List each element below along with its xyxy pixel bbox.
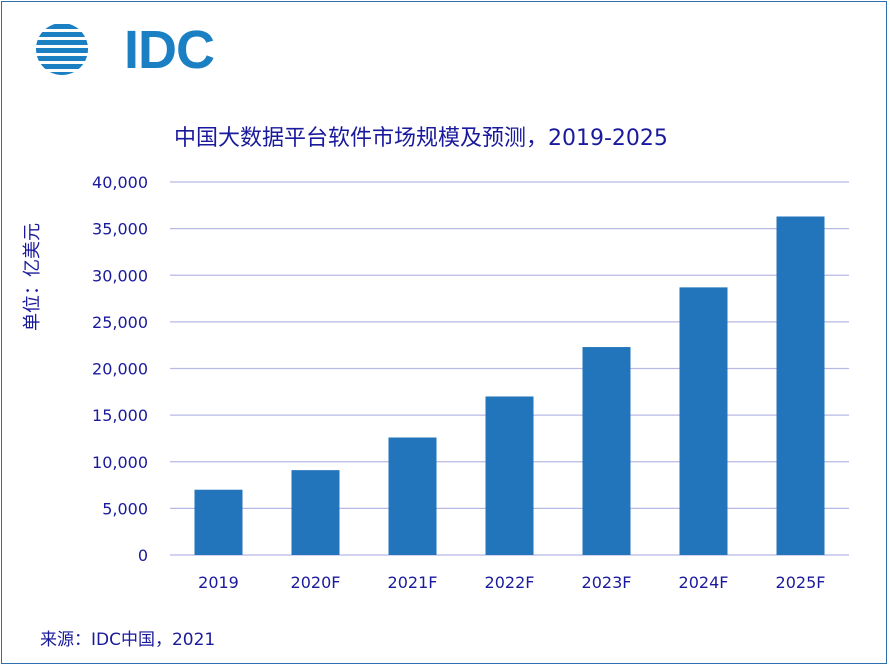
x-tick-label: 2020F [291, 573, 341, 592]
bar-2023F [582, 347, 631, 555]
bar-2020F [291, 470, 340, 555]
bar-2019 [194, 489, 243, 555]
idc-logo: IDC [32, 20, 215, 80]
y-tick-label: 5,000 [102, 499, 148, 518]
chart-title: 中国大数据平台软件市场规模及预测，2019-2025 [174, 126, 668, 151]
bar-2025F [776, 216, 825, 555]
y-tick-label: 25,000 [92, 313, 148, 332]
bar-2022F [485, 396, 534, 555]
bar-2024F [679, 287, 728, 555]
bar-chart: 0 5,000 10,000 15,000 20,000 25,000 30,000 35,0… [92, 173, 849, 592]
y-tick-label: 15,000 [92, 406, 148, 425]
globe-icon [36, 24, 88, 75]
y-tick-label: 0 [138, 546, 148, 565]
y-tick-label: 30,000 [92, 266, 148, 285]
logo-text: IDC [124, 20, 215, 80]
x-tick-label: 2024F [679, 573, 729, 592]
y-tick-label: 20,000 [92, 360, 148, 379]
x-tick-label: 2025F [776, 573, 826, 592]
x-tick-label: 2019 [198, 573, 239, 592]
y-tick-label: 10,000 [92, 453, 148, 472]
x-tick-label: 2021F [388, 573, 438, 592]
y-tick-label: 40,000 [92, 173, 148, 192]
x-tick-label: 2022F [485, 573, 535, 592]
x-tick-label: 2023F [582, 573, 632, 592]
source-note: 来源：IDC中国，2021 [40, 630, 216, 650]
y-tick-label: 35,000 [92, 220, 148, 239]
bar-2021F [388, 437, 437, 555]
